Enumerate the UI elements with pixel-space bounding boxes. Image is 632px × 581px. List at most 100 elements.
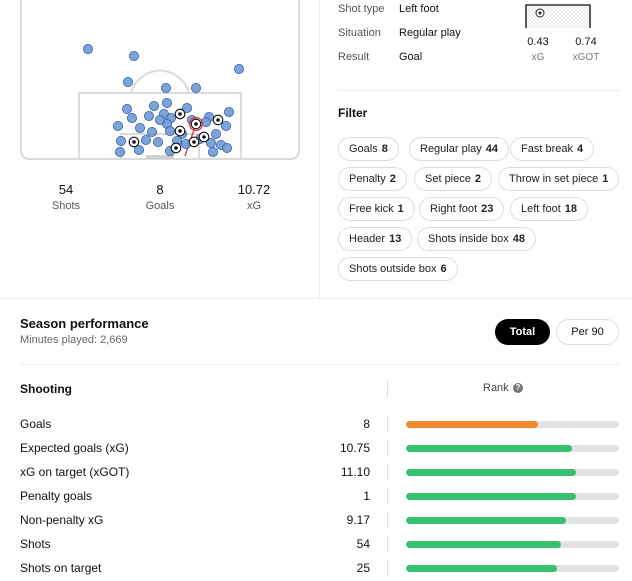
rank-bar-track — [406, 421, 619, 428]
shot-map-section: 54 Shots 8 Goals 10.72 xG Shot type Left… — [20, 0, 620, 298]
shot-marker — [233, 64, 244, 75]
shot-metrics: 0.43 xG 0.74 xGOT — [518, 36, 614, 72]
stat-separator — [387, 489, 388, 503]
summary-shots: 54 Shots — [26, 182, 106, 212]
per90-toggle-button[interactable]: Per 90 — [556, 319, 619, 345]
shot-marker — [83, 44, 94, 55]
chip-regular-play[interactable]: Regular play 44 — [409, 137, 510, 161]
metric-xgot: 0.74 xGOT — [566, 36, 606, 63]
chip-label: Goals — [349, 143, 378, 155]
info-icon[interactable]: ? — [513, 383, 523, 393]
chip-throw-in-set-piece[interactable]: Throw in set piece 1 — [498, 167, 620, 191]
shot-marker — [152, 136, 163, 147]
shot-marker — [220, 121, 231, 132]
chip-label: Penalty — [349, 173, 386, 185]
chip-count: 13 — [389, 233, 402, 245]
goal-ball-icon — [128, 136, 140, 148]
chip-header[interactable]: Header 13 — [338, 227, 413, 251]
chip-shots-outside-box[interactable]: Shots outside box 6 — [338, 257, 458, 281]
shot-marker — [115, 146, 126, 157]
stat-separator — [387, 465, 388, 479]
detail-value: Goal — [399, 51, 423, 63]
chip-goals[interactable]: Goals 8 — [338, 137, 399, 161]
chip-count: 18 — [564, 203, 578, 215]
total-toggle-button[interactable]: Total — [495, 319, 550, 345]
goal-ball-icon — [174, 125, 186, 137]
details-divider — [338, 90, 620, 91]
filter-title: Filter — [338, 106, 368, 120]
header-separator — [387, 380, 388, 397]
summary-goals-label: Goals — [145, 200, 175, 212]
stat-label: Penalty goals — [20, 489, 93, 503]
chip-shots-inside-box[interactable]: Shots inside box 48 — [417, 227, 536, 251]
goal-mouth — [146, 155, 174, 159]
shot-summary: 54 Shots 8 Goals 10.72 xG — [20, 182, 300, 222]
shot-marker — [223, 107, 234, 118]
shot-marker — [116, 135, 127, 146]
shot-marker — [154, 115, 165, 126]
goal-frame-svg — [525, 4, 591, 28]
goal-ball-icon — [190, 118, 202, 130]
chip-left-foot[interactable]: Left foot 18 — [510, 197, 589, 221]
chip-penalty[interactable]: Penalty 2 — [338, 167, 407, 191]
rank-bar-fill — [406, 517, 566, 524]
rank-bar-track — [406, 469, 619, 476]
summary-xg-label: xG — [246, 200, 262, 212]
stat-row: xG on target (xGOT) 11.10 — [20, 462, 620, 482]
goal-ball-icon — [188, 136, 200, 148]
shot-marker — [113, 121, 124, 132]
detail-key: Situation — [338, 27, 381, 39]
shot-marker — [200, 117, 211, 128]
chip-count: 44 — [485, 143, 499, 155]
rank-bar-track — [406, 565, 619, 572]
stat-separator — [387, 513, 388, 527]
metric-xgot-value: 0.74 — [575, 36, 597, 48]
shot-marker — [164, 126, 175, 137]
stat-separator — [387, 537, 388, 551]
summary-goals: 8 Goals — [120, 182, 200, 212]
chip-fast-break[interactable]: Fast break 4 — [510, 137, 595, 161]
stat-value: 11.10 — [340, 465, 370, 479]
stat-row: Shots on target 25 — [20, 558, 620, 578]
summary-xg-value: 10.72 — [237, 182, 271, 197]
rank-bar-fill — [406, 421, 539, 428]
rank-bar-track — [406, 541, 619, 548]
goal-ball-icon — [198, 131, 210, 143]
chip-count: 8 — [381, 143, 388, 155]
season-divider — [20, 364, 620, 365]
chip-free-kick[interactable]: Free kick 1 — [338, 197, 415, 221]
chip-set-piece[interactable]: Set piece 2 — [414, 167, 492, 191]
chip-label: Right foot — [430, 203, 478, 215]
shot-marker — [160, 83, 171, 94]
pitch-outline — [20, 0, 300, 160]
shot-map-pitch[interactable] — [20, 0, 300, 160]
stat-label: Non-penalty xG — [20, 513, 104, 527]
chip-count: 2 — [474, 173, 481, 185]
stat-value: 8 — [363, 417, 370, 431]
stat-separator — [387, 417, 388, 431]
rank-bar-fill — [406, 445, 573, 452]
summary-xg: 10.72 xG — [214, 182, 294, 212]
metric-xg-label: xG — [531, 52, 545, 63]
goal-ball-icon — [174, 108, 186, 120]
chip-label: Regular play — [420, 143, 482, 155]
stat-row: Expected goals (xG) 10.75 — [20, 438, 620, 458]
detail-key: Result — [338, 51, 370, 63]
minutes-played: Minutes played: 2,669 — [20, 334, 128, 346]
pitch-svg — [20, 0, 300, 160]
column-divider — [319, 0, 320, 298]
shooting-title: Shooting — [20, 382, 72, 396]
shot-marker — [181, 103, 192, 114]
season-performance-title: Season performance — [20, 316, 149, 331]
detail-row-shot-type: Shot type Left foot — [338, 3, 518, 21]
stat-label: Goals — [20, 417, 52, 431]
chip-count: 4 — [576, 143, 584, 155]
rank-bar-fill — [406, 469, 577, 476]
chip-label: Shots outside box — [349, 263, 437, 275]
chip-right-foot[interactable]: Right foot 23 — [419, 197, 505, 221]
detail-key: Shot type — [338, 3, 385, 15]
rank-bar-fill — [406, 565, 558, 572]
shot-marker — [147, 127, 158, 138]
chip-count: 23 — [481, 203, 494, 215]
stat-row: Shots 54 — [20, 534, 620, 554]
